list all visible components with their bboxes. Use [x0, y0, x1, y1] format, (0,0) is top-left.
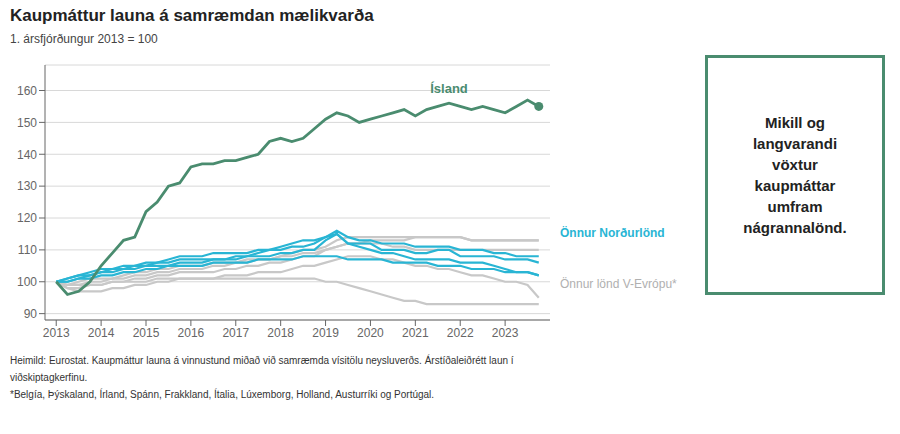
svg-text:2021: 2021 [402, 326, 429, 340]
svg-text:2018: 2018 [267, 326, 294, 340]
svg-text:160: 160 [17, 84, 37, 98]
html-text:1. ársfjórðungur 2013 = 100: 1. ársfjórðungur 2013 = 100 [10, 32, 158, 46]
svg-text:2015: 2015 [133, 326, 160, 340]
html-text:viðskiptagkerfinu.: viðskiptagkerfinu. [10, 372, 88, 383]
html-text:Önnur Norðurlönd: Önnur Norðurlönd [560, 226, 665, 240]
svg-text:2019: 2019 [312, 326, 339, 340]
html-text:Önnur lönd V-Evrópu*: Önnur lönd V-Evrópu* [560, 277, 677, 291]
svg-text:2016: 2016 [178, 326, 205, 340]
svg-text:110: 110 [18, 243, 37, 257]
svg-text:100: 100 [17, 275, 37, 289]
svg-text:2013: 2013 [43, 326, 70, 340]
svg-text:130: 130 [17, 179, 37, 193]
svg-text:Ísland: Ísland [430, 81, 468, 96]
svg-text:140: 140 [17, 148, 37, 162]
html-text:Mikill og langvarandi vöxtur k: Mikill og langvarandi vöxtur kaupmáttar … [743, 114, 847, 236]
html-text:*Belgía, Þýskaland, Írland, Sp: *Belgía, Þýskaland, Írland, Spánn, Frakk… [10, 389, 435, 400]
html-text:Kaupmáttur launa á samræmdan m: Kaupmáttur launa á samræmdan mælikvarða [10, 6, 374, 25]
svg-text:90: 90 [24, 307, 38, 321]
svg-text:2017: 2017 [222, 326, 249, 340]
svg-text:2020: 2020 [357, 326, 384, 340]
svg-text:2023: 2023 [492, 326, 519, 340]
svg-text:150: 150 [17, 116, 37, 130]
svg-text:2022: 2022 [447, 326, 474, 340]
svg-text:120: 120 [17, 211, 37, 225]
svg-text:2014: 2014 [88, 326, 115, 340]
html-text:Heimild: Eurostat. Kaupmáttur: Heimild: Eurostat. Kaupmáttur launa á vi… [10, 355, 514, 366]
